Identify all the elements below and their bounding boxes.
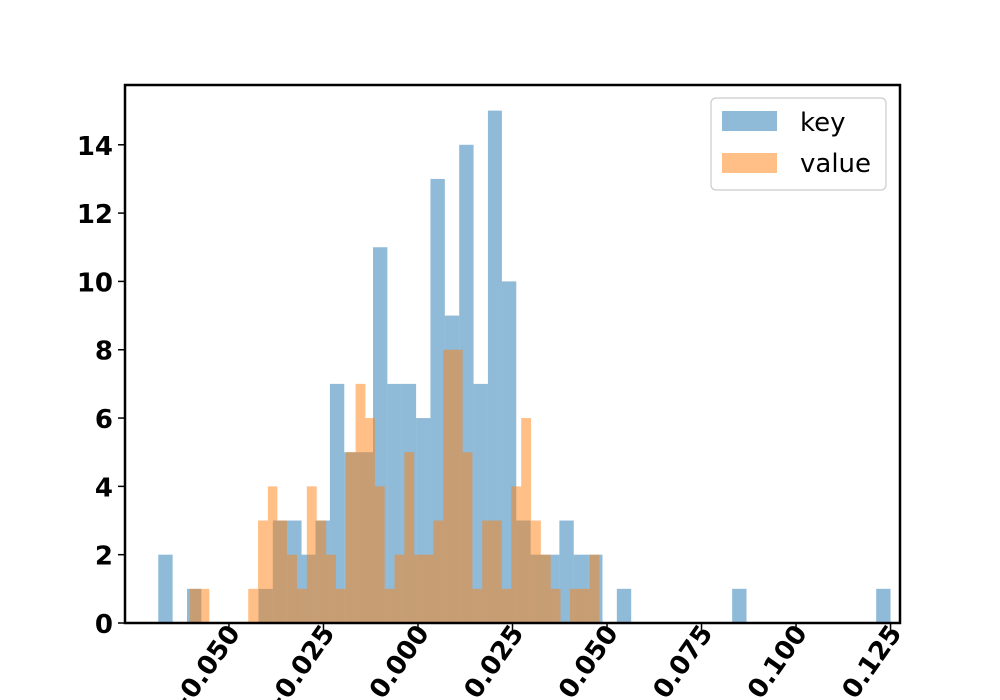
bar-value-12 [345, 452, 356, 623]
bar-value-16 [384, 588, 395, 623]
legend-swatch-key [722, 111, 777, 131]
y-tick-label-6: 12 [77, 200, 113, 230]
bar-value-9 [316, 520, 327, 623]
bar-value-27 [492, 520, 502, 623]
bar-key-28 [876, 588, 891, 623]
bar-value-1 [199, 588, 210, 623]
series-value-bars [189, 349, 600, 623]
bar-value-21 [433, 520, 444, 623]
bar-value-14 [365, 418, 375, 623]
bar-value-15 [374, 486, 385, 623]
y-tick-label-2: 4 [95, 473, 113, 503]
bar-value-18 [404, 452, 415, 623]
bar-key-0 [158, 554, 173, 623]
bar-value-11 [335, 588, 346, 623]
bar-value-22 [443, 349, 454, 623]
bar-value-3 [258, 520, 268, 623]
bar-value-17 [394, 554, 405, 623]
bar-value-24 [462, 452, 473, 623]
bar-value-5 [277, 520, 288, 623]
legend-swatch-value [722, 153, 777, 173]
legend-label-key: key [800, 108, 846, 138]
bar-key-26 [616, 588, 632, 623]
bar-value-29 [511, 486, 522, 623]
bar-value-34 [569, 588, 580, 623]
bar-value-19 [414, 554, 424, 623]
bar-value-2 [248, 588, 259, 623]
bar-value-33 [550, 588, 561, 623]
bar-key-27 [732, 588, 747, 623]
bar-value-26 [482, 520, 493, 623]
bar-value-10 [326, 554, 336, 623]
bar-value-23 [453, 349, 463, 623]
bar-value-30 [521, 418, 532, 623]
bar-key-18 [487, 110, 502, 624]
bar-value-20 [423, 554, 434, 623]
bar-key-14 [430, 178, 445, 623]
bar-value-7 [297, 588, 307, 623]
bar-value-35 [579, 588, 590, 623]
y-tick-label-4: 8 [95, 337, 113, 367]
bar-value-25 [472, 588, 483, 623]
bar-value-36 [589, 554, 600, 623]
legend: key value [710, 97, 887, 191]
legend-label-value: value [800, 149, 871, 179]
y-tick-label-5: 10 [77, 268, 113, 298]
bar-value-4 [267, 486, 278, 623]
bar-value-32 [540, 554, 551, 623]
bar-value-0 [189, 588, 200, 623]
bar-value-6 [287, 554, 298, 623]
y-tick-label-1: 2 [95, 542, 113, 572]
bar-value-28 [501, 588, 512, 623]
y-axis: 0 2 4 6 8 10 12 14 [77, 132, 125, 640]
bar-value-13 [355, 383, 366, 623]
y-tick-label-7: 14 [77, 132, 113, 162]
y-tick-label-0: 0 [95, 610, 113, 640]
bar-value-8 [306, 486, 317, 623]
bar-value-31 [531, 520, 541, 623]
y-tick-label-3: 6 [95, 405, 113, 435]
